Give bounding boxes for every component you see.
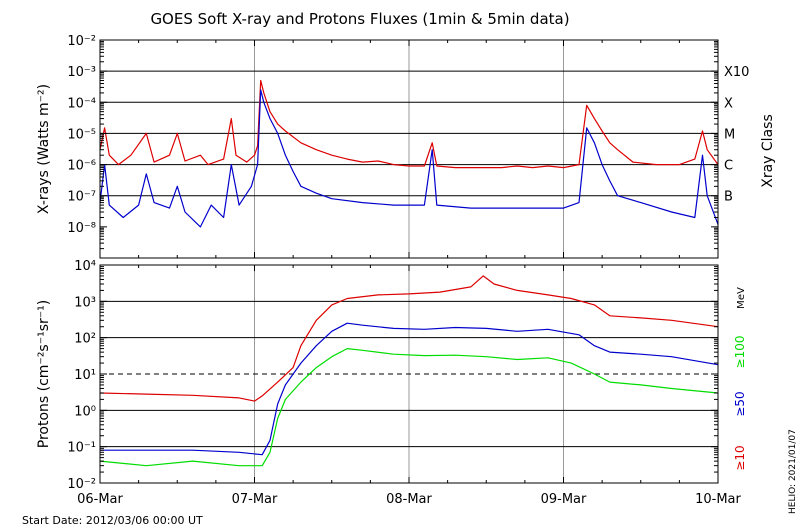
x-tick-label: 07-Mar [232, 492, 278, 507]
y-tick-label: 10⁰ [74, 404, 96, 419]
x-tick-label: 09-Mar [541, 492, 587, 507]
series-line-red [99, 79, 719, 169]
y-tick-label: 10⁴ [74, 259, 96, 274]
xray-class-label: C [724, 159, 733, 174]
xray-panel: 10⁻⁸ 10⁻⁷ 10⁻⁶ 10⁻⁵ 10⁻⁴ 10⁻³ 10⁻² X-rays (Watt… [36, 34, 776, 259]
series-line-green [99, 348, 719, 467]
y-tick-label: 10⁻⁷ [67, 190, 96, 205]
chart-title: GOES Soft X-ray and Protons Fluxes (1min… [150, 10, 569, 28]
helio-stamp: HELIO: 2021/01/07 [788, 429, 798, 514]
energy-legend-label: ≥10 [733, 445, 747, 470]
series-line-blue [99, 89, 719, 228]
y-tick-label: 10⁻⁵ [67, 127, 96, 142]
y-tick-label: 10⁻¹ [67, 441, 96, 456]
y-tick-label: 10⁻³ [67, 65, 96, 80]
xray-class-label: M [724, 127, 735, 142]
energy-legend-label: ≥50 [733, 391, 747, 416]
y-tick-label: 10² [74, 332, 96, 347]
series-line-blue [100, 322, 719, 456]
y-axis-title: Protons (cm⁻²s⁻¹sr⁻¹) [36, 300, 52, 449]
y-tick-label: 10⁻⁴ [67, 96, 96, 111]
x-tick-label: 10-Mar [695, 492, 741, 507]
proton-panel: 10⁻² 10⁻¹ 10⁰ 10¹ 10² 10³ 10⁴ Protons (cm⁻²s⁻¹s… [36, 259, 747, 507]
right-axis-title: Xray Class [760, 114, 776, 188]
x-tick-label: 08-Mar [386, 492, 432, 507]
y-tick-label: 10¹ [74, 368, 96, 383]
y-tick-label: 10⁻⁶ [67, 159, 96, 174]
start-date-label: Start Date: 2012/03/06 00:00 UT [22, 514, 203, 527]
xray-class-label: X [724, 96, 733, 111]
energy-legend-label: ≥100 [733, 336, 747, 369]
series-line-red [99, 275, 719, 402]
x-tick-label: 06-Mar [77, 492, 123, 507]
y-axis-title: X-rays (Watts m⁻²) [36, 84, 52, 214]
y-tick-label: 10⁻² [67, 477, 96, 492]
y-tick-label: 10⁻² [67, 34, 96, 49]
energy-unit-label: MeV [736, 287, 747, 309]
xray-class-label: B [724, 190, 733, 205]
xray-class-label: X10 [724, 65, 749, 80]
y-tick-label: 10⁻⁸ [67, 221, 96, 236]
y-tick-label: 10³ [74, 295, 96, 310]
